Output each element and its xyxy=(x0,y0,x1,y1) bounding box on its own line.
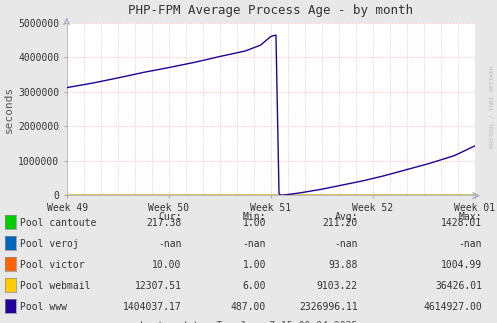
Text: 6.00: 6.00 xyxy=(243,281,266,291)
Text: 1.00: 1.00 xyxy=(243,218,266,228)
Title: PHP-FPM Average Process Age - by month: PHP-FPM Average Process Age - by month xyxy=(128,4,414,17)
Text: Avg:: Avg: xyxy=(334,212,358,222)
Text: 12307.51: 12307.51 xyxy=(134,281,181,291)
Text: 9103.22: 9103.22 xyxy=(317,281,358,291)
Text: 1404037.17: 1404037.17 xyxy=(123,302,181,312)
Text: 36426.01: 36426.01 xyxy=(435,281,482,291)
Text: RRDTOOL / TOBI OETIKER: RRDTOOL / TOBI OETIKER xyxy=(490,65,495,148)
Text: Pool webmail: Pool webmail xyxy=(20,281,90,291)
Text: Pool www: Pool www xyxy=(20,302,67,312)
Text: -nan: -nan xyxy=(459,239,482,249)
Text: 93.88: 93.88 xyxy=(329,260,358,270)
Text: Min:: Min: xyxy=(243,212,266,222)
Text: 10.00: 10.00 xyxy=(152,260,181,270)
Y-axis label: seconds: seconds xyxy=(4,85,14,133)
Text: Cur:: Cur: xyxy=(158,212,181,222)
Text: 1004.99: 1004.99 xyxy=(441,260,482,270)
Text: 217.38: 217.38 xyxy=(146,218,181,228)
Text: Last update: Tue Jan  7 15:00:04 2025: Last update: Tue Jan 7 15:00:04 2025 xyxy=(140,321,357,323)
Text: Pool victor: Pool victor xyxy=(20,260,84,270)
Text: -nan: -nan xyxy=(158,239,181,249)
Text: 487.00: 487.00 xyxy=(231,302,266,312)
Text: Pool veroj: Pool veroj xyxy=(20,239,79,249)
Text: -nan: -nan xyxy=(243,239,266,249)
Text: Pool cantoute: Pool cantoute xyxy=(20,218,96,228)
Text: 211.20: 211.20 xyxy=(323,218,358,228)
Text: 1.00: 1.00 xyxy=(243,260,266,270)
Text: Max:: Max: xyxy=(459,212,482,222)
Text: 2326996.11: 2326996.11 xyxy=(299,302,358,312)
Text: -nan: -nan xyxy=(334,239,358,249)
Text: 4614927.00: 4614927.00 xyxy=(423,302,482,312)
Text: 1428.01: 1428.01 xyxy=(441,218,482,228)
